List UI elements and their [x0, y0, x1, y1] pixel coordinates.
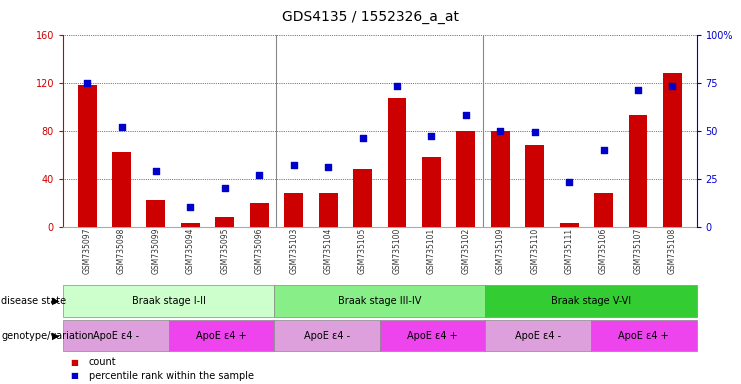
Text: count: count: [89, 357, 116, 367]
Bar: [559, 223, 579, 227]
Bar: [456, 131, 475, 227]
Point: [185, 204, 196, 210]
Text: percentile rank within the sample: percentile rank within the sample: [89, 371, 254, 381]
Bar: [181, 223, 200, 227]
Bar: [525, 145, 544, 227]
Text: ApoE ε4 +: ApoE ε4 +: [619, 331, 669, 341]
Bar: [319, 193, 338, 227]
Text: ▶: ▶: [52, 331, 59, 341]
Point: [219, 185, 230, 191]
Bar: [594, 193, 613, 227]
Point: [666, 83, 678, 89]
Point: [288, 162, 299, 168]
Text: ApoE ε4 -: ApoE ε4 -: [304, 331, 350, 341]
Bar: [147, 200, 165, 227]
Text: genotype/variation: genotype/variation: [1, 331, 94, 341]
Bar: [78, 85, 96, 227]
Point: [253, 172, 265, 178]
Point: [598, 147, 610, 153]
Text: Braak stage I-II: Braak stage I-II: [132, 296, 205, 306]
Point: [116, 124, 127, 130]
Bar: [353, 169, 372, 227]
Point: [150, 168, 162, 174]
Point: [425, 133, 437, 139]
Point: [460, 112, 472, 118]
Text: ApoE ε4 -: ApoE ε4 -: [515, 331, 561, 341]
Point: [494, 127, 506, 134]
Text: ■: ■: [70, 371, 79, 380]
Text: ■: ■: [70, 358, 79, 367]
Text: GDS4135 / 1552326_a_at: GDS4135 / 1552326_a_at: [282, 10, 459, 23]
Bar: [285, 193, 303, 227]
Text: ApoE ε4 +: ApoE ε4 +: [408, 331, 458, 341]
Bar: [112, 152, 131, 227]
Point: [391, 83, 403, 89]
Point: [563, 179, 575, 185]
Point: [356, 135, 368, 141]
Bar: [491, 131, 510, 227]
Text: disease state: disease state: [1, 296, 67, 306]
Bar: [663, 73, 682, 227]
Text: ▶: ▶: [52, 296, 59, 306]
Point: [322, 164, 334, 170]
Text: ApoE ε4 +: ApoE ε4 +: [196, 331, 247, 341]
Bar: [388, 98, 407, 227]
Text: Braak stage V-VI: Braak stage V-VI: [551, 296, 631, 306]
Bar: [216, 217, 234, 227]
Bar: [250, 203, 269, 227]
Text: ApoE ε4 -: ApoE ε4 -: [93, 331, 139, 341]
Point: [529, 129, 541, 136]
Bar: [422, 157, 441, 227]
Point: [82, 79, 93, 86]
Bar: [628, 115, 648, 227]
Point: [632, 87, 644, 93]
Text: Braak stage III-IV: Braak stage III-IV: [338, 296, 422, 306]
